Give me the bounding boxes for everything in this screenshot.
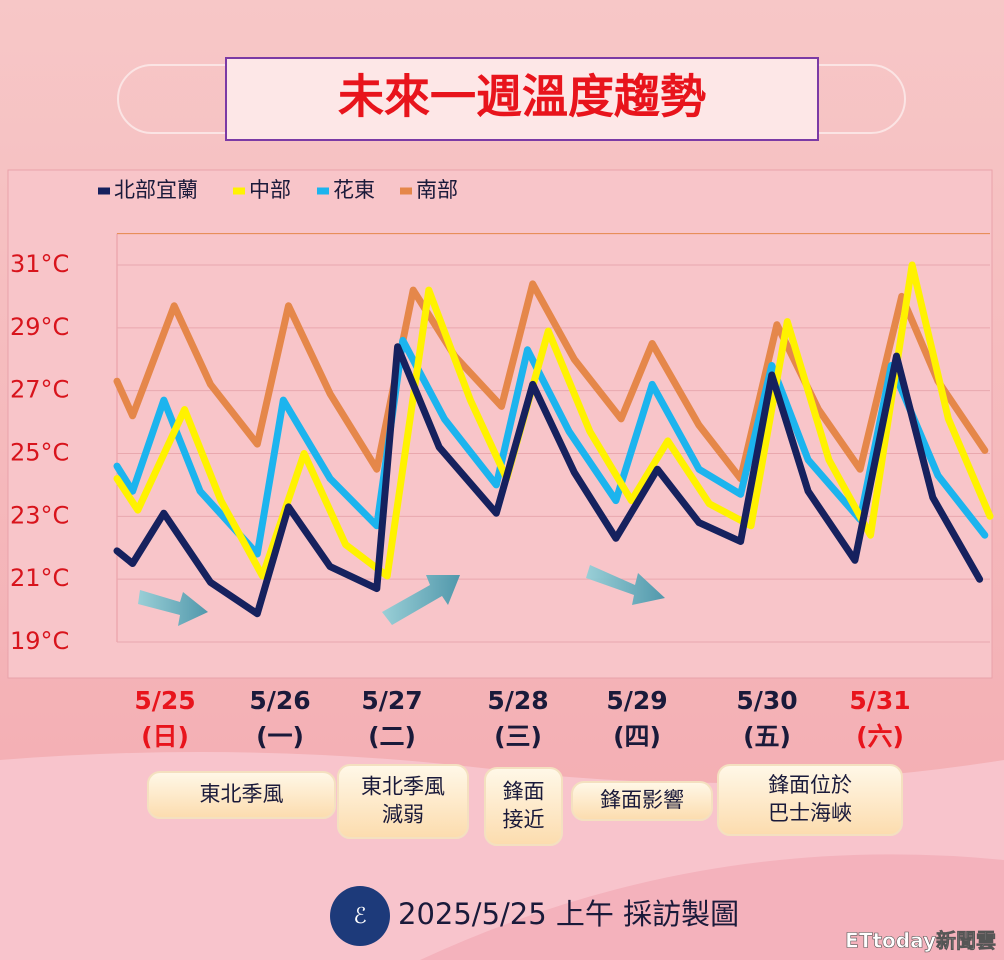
weekday-label: (四) [613, 722, 661, 751]
watermark: ETtoday新聞雲 [845, 929, 996, 953]
logo [330, 886, 390, 946]
note-box [571, 781, 713, 821]
logo-mark: ℰ [353, 904, 366, 929]
note-text: 減弱 [382, 803, 424, 827]
note-box [717, 764, 903, 836]
note-text: 接近 [503, 808, 545, 832]
weekday-label: (五) [743, 722, 791, 751]
title-box [225, 57, 819, 141]
date-label: 5/27 [361, 686, 422, 715]
hill [420, 854, 1004, 960]
y-tick-label: 27°C [10, 376, 69, 404]
legend-label: 花東 [333, 178, 375, 202]
legend-label: 中部 [249, 178, 291, 202]
date-label: 5/30 [736, 686, 797, 715]
series-line [113, 343, 984, 618]
weekday-label: (三) [494, 722, 542, 751]
y-tick-label: 19°C [10, 627, 69, 655]
note-box [147, 771, 336, 819]
date-label: 5/28 [487, 686, 548, 715]
y-tick-label: 21°C [10, 564, 69, 592]
note-text: 鋒面影響 [600, 788, 684, 812]
note-text: 東北季風 [361, 775, 445, 799]
footer: 2025/5/25 上午 採訪製圖 [398, 897, 739, 931]
note-text: 鋒面位於 [768, 773, 852, 797]
y-tick-label: 25°C [10, 439, 69, 467]
note-text: 東北季風 [200, 782, 284, 806]
note-text: 巴士海峽 [768, 801, 852, 825]
date-label: 5/25 [134, 686, 195, 715]
chart-title: 未來一週溫度趨勢 [338, 70, 706, 124]
legend-label: 北部宜蘭 [114, 178, 198, 202]
y-tick-label: 29°C [10, 313, 69, 341]
weekday-label: (二) [368, 722, 416, 751]
arrows [138, 565, 665, 626]
note-text: 鋒面 [503, 780, 545, 804]
weekday-label: (六) [856, 722, 904, 751]
series-line [113, 261, 994, 580]
y-tick-label: 23°C [10, 501, 69, 529]
date-label: 5/31 [849, 686, 910, 715]
date-label: 5/29 [606, 686, 667, 715]
weekday-label: (一) [256, 722, 304, 751]
series-line [113, 280, 989, 483]
y-tick-label: 31°C [10, 250, 69, 278]
date-label: 5/26 [249, 686, 310, 715]
legend-label: 南部 [416, 178, 458, 202]
weekday-label: (日) [141, 722, 189, 751]
note-box [337, 764, 469, 839]
note-box [484, 767, 563, 846]
